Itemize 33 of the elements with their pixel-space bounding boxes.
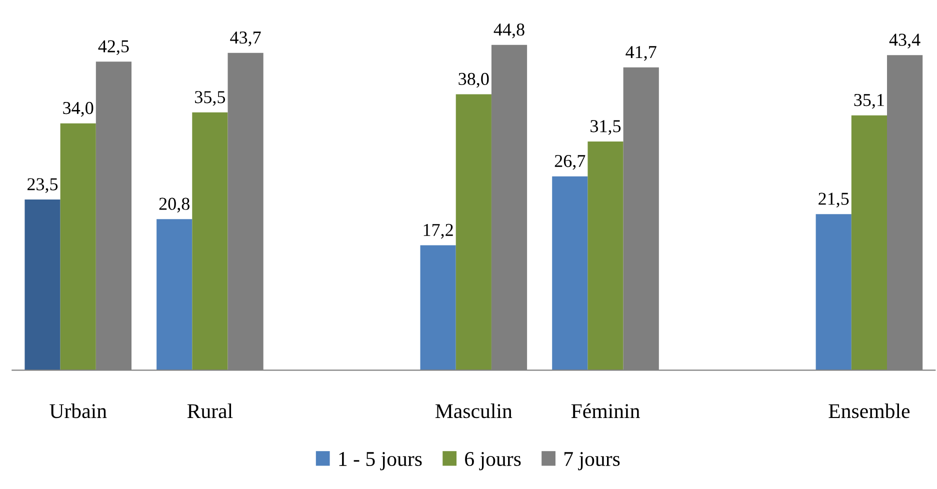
data-label: 21,5 [818, 192, 849, 208]
bar [456, 94, 492, 370]
x-tick-label: Ensemble [828, 404, 910, 418]
bar [420, 245, 456, 370]
data-label: 44,8 [494, 23, 524, 38]
data-label: 34,0 [63, 102, 94, 117]
bar [816, 214, 852, 370]
bar [192, 112, 228, 370]
bar [24, 200, 60, 370]
data-label: 43,7 [230, 32, 261, 46]
bar [552, 176, 588, 370]
data-label: 17,2 [424, 224, 453, 239]
bar [851, 115, 887, 370]
x-tick-label: Féminin [571, 403, 640, 418]
legend-label: 1 - 5 jours [339, 452, 422, 470]
data-label: 35,1 [854, 94, 884, 109]
data-label: 41,7 [626, 46, 656, 61]
data-label: 43,4 [889, 34, 920, 48]
data-label: 23,5 [28, 178, 58, 193]
bar [588, 141, 624, 370]
data-label: 26,7 [554, 154, 586, 170]
x-tick-label: Rural [187, 404, 233, 418]
legend-label: 6 jours [465, 452, 521, 470]
bar [60, 123, 96, 370]
data-label: 42,5 [98, 40, 129, 55]
data-label: 31,5 [590, 120, 621, 135]
x-tick-label: Urbain [50, 404, 107, 418]
x-tick-label: Masculin [435, 404, 512, 418]
data-label: 20,8 [159, 198, 190, 213]
data-label: 35,5 [195, 91, 226, 106]
bar [156, 219, 192, 370]
data-label: 38,0 [458, 72, 489, 88]
legend-label: 7 jours [564, 452, 620, 470]
